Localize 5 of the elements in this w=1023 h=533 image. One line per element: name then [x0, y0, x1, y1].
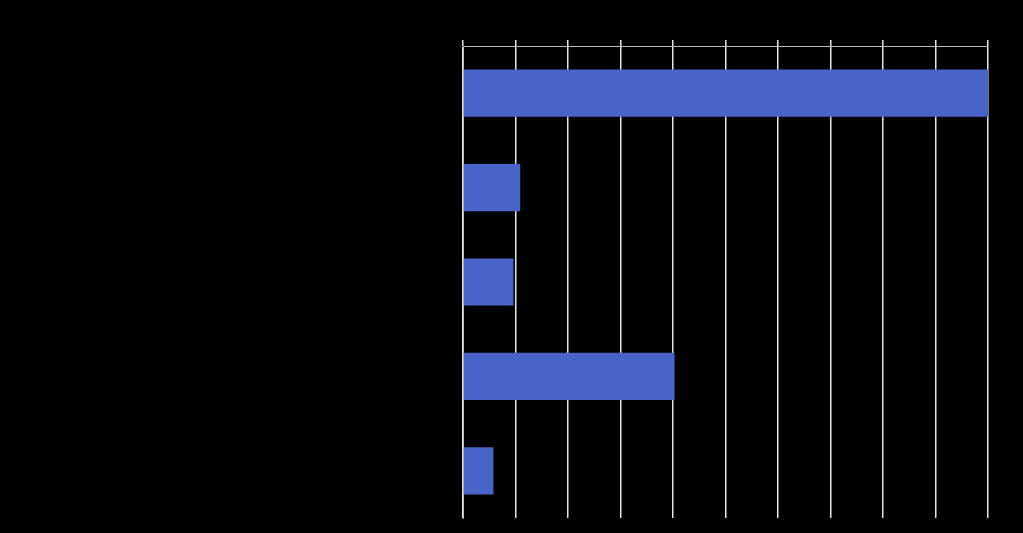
bar [463, 258, 514, 306]
bar [463, 69, 988, 117]
bar [463, 352, 675, 400]
bar [463, 447, 494, 495]
bar [463, 164, 521, 212]
